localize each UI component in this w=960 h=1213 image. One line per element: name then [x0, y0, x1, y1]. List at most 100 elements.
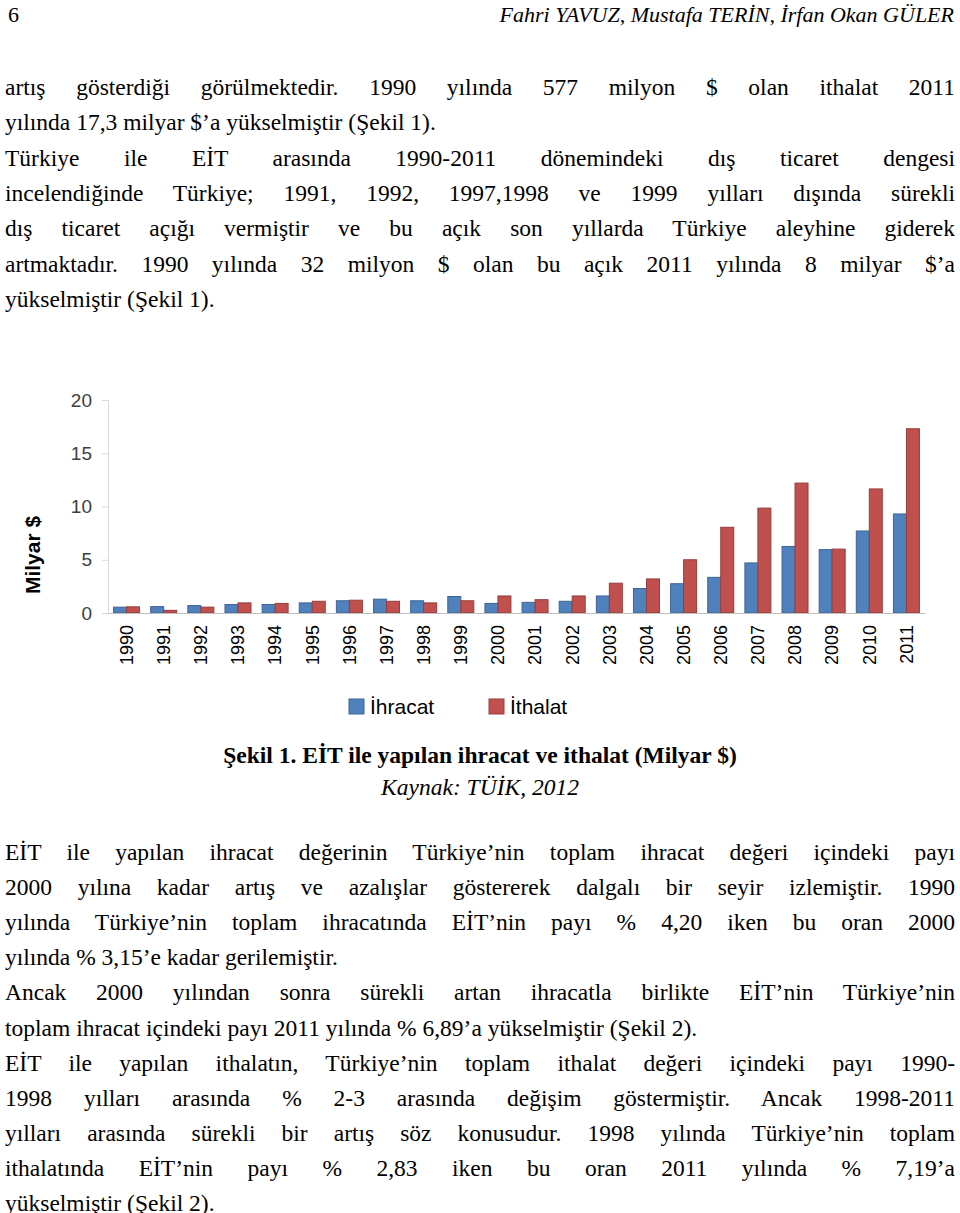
x-tick: 1993: [228, 613, 248, 665]
x-tick-label: 1991: [154, 625, 174, 665]
bar: [299, 603, 312, 613]
y-axis: 0 5 10 15 20: [71, 390, 109, 624]
x-tick-label: 1990: [117, 625, 137, 665]
bar: [596, 596, 609, 613]
x-tick-label: 1994: [265, 625, 285, 665]
bar: [411, 601, 424, 613]
text-line: artmaktadır. 1990 yılında 32 milyon $ ol…: [5, 247, 955, 282]
x-tick: 1997: [377, 613, 397, 665]
bar: [498, 596, 511, 613]
x-tick-label: 2004: [637, 625, 657, 665]
bar: [374, 599, 387, 613]
y-tick-mark: [102, 453, 108, 454]
legend-swatch: [489, 699, 504, 714]
bar: [758, 508, 771, 613]
text-line: 1998 yılları arasında % 2-3 arasında değ…: [5, 1081, 955, 1116]
bar: [856, 531, 869, 613]
bar: [782, 546, 795, 613]
text-line: EİT ile yapılan ihracat değerinin Türkiy…: [5, 835, 955, 870]
x-tick: 2009: [822, 613, 842, 665]
bar: [819, 550, 832, 613]
bar: [559, 601, 572, 613]
x-tick-label: 2006: [711, 625, 731, 665]
page: 6Fahri YAVUZ, Mustafa TERİN, İrfan Okan …: [0, 0, 960, 1213]
y-tick: 10: [71, 496, 108, 517]
text-line: 2000 yılına kadar artış ve azalışlar gös…: [5, 870, 955, 905]
bar: [684, 560, 697, 613]
x-tick-label: 1996: [340, 625, 360, 665]
y-tick-mark: [102, 613, 108, 614]
x-tick: 1990: [117, 613, 137, 665]
legend-label: İhracat: [370, 695, 434, 718]
x-tick: 1999: [451, 613, 471, 665]
x-tick-label: 2003: [600, 625, 620, 665]
x-tick: 2006: [711, 613, 731, 665]
x-tick-label: 2001: [525, 625, 545, 665]
y-axis-title: Milyar $: [21, 516, 44, 595]
y-tick: 15: [71, 443, 108, 464]
bar: [832, 549, 845, 613]
text-line: yılında 17,3 milyar $’a yükselmiştir (Şe…: [5, 105, 955, 140]
bar: [522, 602, 535, 613]
bar: [745, 563, 758, 613]
x-tick-label: 1993: [228, 625, 248, 665]
figure-caption: Şekil 1. EİT ile yapılan ihracat ve itha…: [0, 738, 960, 772]
text-line: yılında % 3,15’e kadar gerilemiştir.: [5, 940, 955, 975]
bar: [572, 596, 585, 613]
bar: [535, 600, 548, 613]
text-line: ithalatında EİT’nin payı % 2,83 iken bu …: [5, 1151, 955, 1186]
y-tick-label: 0: [81, 603, 92, 624]
bars: [114, 429, 920, 613]
y-tick: 20: [71, 390, 108, 411]
y-tick-label: 15: [71, 443, 92, 464]
x-tick-label: 2011: [897, 625, 917, 664]
x-tick-label: 1997: [377, 625, 397, 665]
bar: [646, 579, 659, 613]
bar: [336, 601, 349, 613]
text-line: artış gösterdiği görülmektedir. 1990 yıl…: [5, 70, 955, 105]
text-line: yılları arasında sürekli bir artış söz k…: [5, 1116, 955, 1151]
y-tick-mark: [102, 400, 108, 401]
legend-label: İthalat: [510, 695, 567, 718]
bar: [424, 603, 437, 613]
bar-series: [127, 429, 920, 613]
text-line: EİT ile yapılan ithalatın, Türkiye’nin t…: [5, 1046, 955, 1081]
y-tick-label: 20: [71, 390, 92, 411]
x-tick: 2010: [860, 613, 880, 665]
bar: [312, 601, 325, 613]
bar-series: [114, 514, 907, 613]
bar: [275, 603, 288, 613]
bar: [893, 514, 906, 613]
y-tick: 0: [81, 603, 108, 624]
bar: [387, 601, 400, 613]
x-tick-label: 1998: [414, 625, 434, 665]
bar: [795, 483, 808, 613]
chart: 0 5 10 15 20 1990 1991 1992 1993 1994 1995 1996 1997…: [0, 0, 960, 1213]
bar: [708, 577, 721, 613]
bar: [906, 429, 919, 613]
x-tick-label: 1992: [191, 625, 211, 665]
y-tick-mark: [102, 507, 108, 508]
x-tick: 1995: [303, 613, 323, 665]
text-line: incelendiğinde Türkiye; 1991, 1992, 1997…: [5, 176, 955, 211]
bar: [188, 606, 201, 613]
x-tick-label: 2008: [785, 625, 805, 665]
x-tick: 2008: [785, 613, 805, 665]
y-tick: 5: [81, 549, 108, 570]
x-tick-label: 1995: [303, 625, 323, 665]
x-tick: 1998: [414, 613, 434, 665]
x-tick: 1996: [340, 613, 360, 665]
x-axis-line: [109, 613, 926, 614]
x-tick-label: 2009: [822, 625, 842, 665]
text-line: yükselmiştir (Şekil 2).: [5, 1186, 955, 1213]
bar: [151, 607, 164, 613]
x-tick: 2002: [563, 613, 583, 665]
bar: [127, 607, 140, 613]
y-tick-mark: [102, 560, 108, 561]
x-tick: 1994: [265, 613, 285, 665]
text-line: Ancak 2000 yılından sonra sürekli artan …: [5, 975, 955, 1010]
x-tick-label: 2005: [674, 625, 694, 665]
x-tick: 1991: [154, 613, 174, 665]
x-tick-label: 2010: [860, 625, 880, 665]
bar: [485, 603, 498, 613]
